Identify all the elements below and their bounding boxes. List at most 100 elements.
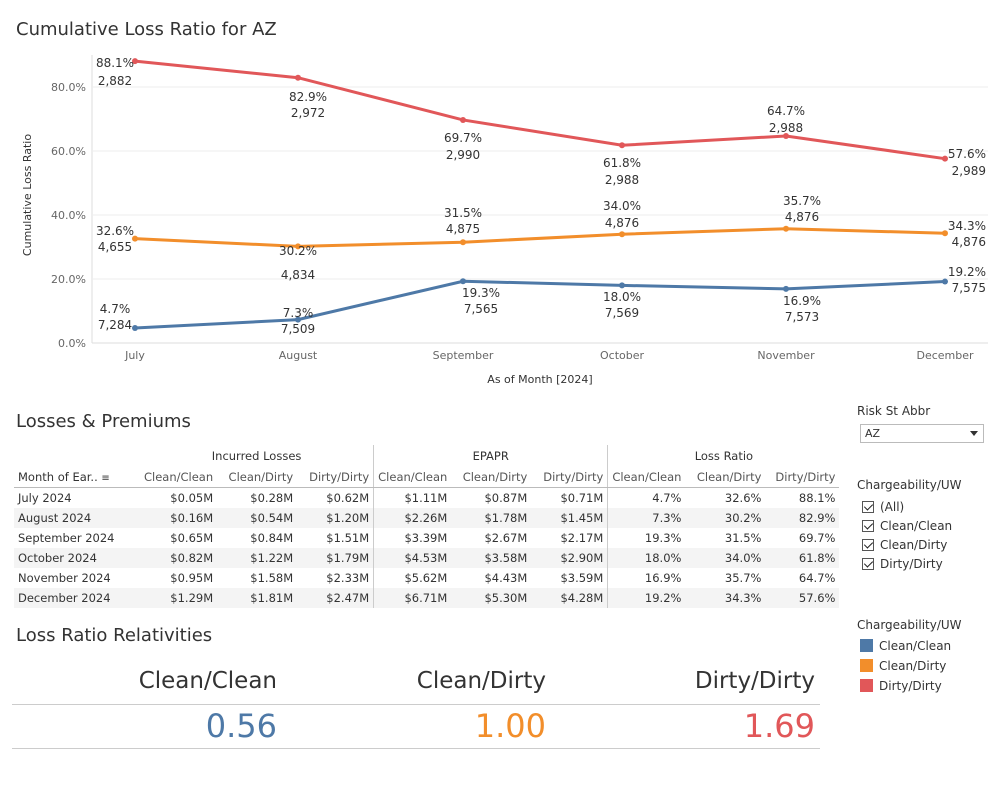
table-cell: $1.78M xyxy=(451,508,532,528)
table-cell: $0.87M xyxy=(484,491,528,505)
table-cell: $0.82M xyxy=(140,548,218,568)
table-cell: 7.3% xyxy=(607,508,686,528)
legend-item-dirty-dirty[interactable]: Dirty/Dirty xyxy=(860,678,942,694)
row-month: October 2024 xyxy=(14,548,140,568)
data-label-percent: 31.5% xyxy=(444,206,482,220)
filter-option-clean-dirty[interactable]: Clean/Dirty xyxy=(862,537,947,553)
table-cell: $1.11M xyxy=(373,487,452,508)
data-label-count: 7,509 xyxy=(281,322,315,336)
data-label-count: 4,655 xyxy=(98,240,132,254)
sub-header: Clean/Dirty xyxy=(685,467,766,488)
data-point xyxy=(942,230,948,237)
table-cell: 16.9% xyxy=(607,568,686,588)
data-point xyxy=(619,231,625,238)
table-row: October 2024 $0.82M $1.22M $1.79M $4.53M $3.5… xyxy=(14,548,840,568)
legend-item-clean-clean[interactable]: Clean/Clean xyxy=(860,638,951,654)
data-point xyxy=(295,243,301,250)
table-cell: 18.0% xyxy=(607,548,686,568)
table-cell: 64.7% xyxy=(798,571,836,585)
sub-header: Dirty/Dirty xyxy=(531,467,608,488)
table-cell: $1.29M xyxy=(140,588,218,608)
series-line-clean-dirty xyxy=(134,227,946,248)
table-cell: $2.90M xyxy=(531,548,608,568)
table-cell: $1.45M xyxy=(531,508,608,528)
x-tick-label: September xyxy=(433,349,494,362)
data-label-percent: 88.1% xyxy=(96,56,134,70)
data-label-percent: 82.9% xyxy=(289,90,327,104)
data-label-count: 4,834 xyxy=(281,268,315,282)
table-cell: $0.71M xyxy=(560,491,604,505)
data-point xyxy=(460,278,466,285)
data-label-count: 7,573 xyxy=(785,310,819,324)
data-label-percent: 16.9% xyxy=(783,294,821,308)
relativity-value-clean-clean: 0.56 xyxy=(205,707,277,745)
table-cell: $3.39M xyxy=(373,528,452,548)
chart-title: Cumulative Loss Ratio for AZ xyxy=(16,19,277,40)
table-cell: $2.33M xyxy=(326,571,370,585)
table-cell: $0.62M xyxy=(326,491,370,505)
data-label-percent: 57.6% xyxy=(948,147,986,161)
row-month: December 2024 xyxy=(14,588,140,608)
table-cell: $1.22M xyxy=(217,548,298,568)
data-label-count: 4,876 xyxy=(952,235,986,249)
data-point xyxy=(295,316,301,323)
state-filter-dropdown[interactable]: AZ xyxy=(860,424,984,443)
table-cell: $4.53M xyxy=(373,548,452,568)
table-cell: $1.20M xyxy=(297,508,374,528)
x-tick-label: August xyxy=(279,349,318,362)
relativity-divider-bottom xyxy=(12,748,820,749)
table-corner xyxy=(14,445,140,467)
filter-option-all[interactable]: (All) xyxy=(862,499,904,515)
filter-option-dirty-dirty[interactable]: Dirty/Dirty xyxy=(862,556,943,572)
data-label-percent: 34.3% xyxy=(948,219,986,233)
relativities-title: Loss Ratio Relativities xyxy=(16,625,213,646)
sub-header: Dirty/Dirty xyxy=(297,467,374,488)
x-tick-label: December xyxy=(916,349,974,362)
sub-header: Dirty/Dirty xyxy=(765,467,840,488)
data-point xyxy=(132,324,138,331)
data-label-percent: 19.3% xyxy=(462,286,500,300)
group-header-incurred-losses: Incurred Losses xyxy=(211,449,302,463)
table-cell: 30.2% xyxy=(685,508,766,528)
table-cell: 32.6% xyxy=(724,491,762,505)
state-filter-label: Risk St Abbr xyxy=(857,404,931,418)
data-point xyxy=(942,155,948,162)
data-label-count: 2,972 xyxy=(291,106,325,120)
checkbox-checked-icon[interactable] xyxy=(862,500,874,513)
data-label-count: 2,989 xyxy=(952,164,986,178)
table-cell: $0.05M xyxy=(170,491,214,505)
table-row: July 2024 $0.05M $0.28M $0.62M $1.11M $0.87M $… xyxy=(14,487,839,508)
relativity-label-dirty-dirty: Dirty/Dirty xyxy=(694,668,815,694)
row-month: July 2024 xyxy=(18,491,72,505)
data-label-count: 2,990 xyxy=(446,148,480,162)
checkbox-checked-icon[interactable] xyxy=(862,519,874,532)
checkbox-checked-icon[interactable] xyxy=(862,557,874,570)
sort-icon[interactable]: ≡ xyxy=(101,473,110,484)
chevron-down-icon[interactable] xyxy=(970,431,978,436)
data-label-percent: 7.3% xyxy=(283,306,314,320)
table-cell: 82.9% xyxy=(765,508,840,528)
table-cell: 31.5% xyxy=(724,531,762,545)
filter-option-clean-clean[interactable]: Clean/Clean xyxy=(862,518,952,534)
data-point xyxy=(460,239,466,246)
table-group-header-row: Incurred Losses EPAPR Loss Ratio xyxy=(14,445,840,467)
table-cell: $3.58M xyxy=(451,548,532,568)
checkbox-checked-icon[interactable] xyxy=(862,538,874,551)
table-cell: $6.71M xyxy=(373,588,452,608)
table-cell: $4.28M xyxy=(531,588,608,608)
data-label-count: 2,882 xyxy=(98,74,132,88)
legend-item-clean-dirty[interactable]: Clean/Dirty xyxy=(860,658,946,674)
data-label-percent: 19.2% xyxy=(948,265,986,279)
data-point xyxy=(783,285,789,292)
y-tick-label: 20.0% xyxy=(51,273,86,286)
sub-header: Clean/Clean xyxy=(373,467,452,488)
data-label-percent: 34.0% xyxy=(603,199,641,213)
y-axis-title: Cumulative Loss Ratio xyxy=(21,134,34,256)
legend-swatch xyxy=(860,639,873,652)
month-column-header[interactable]: Month of Ear.. ≡ xyxy=(14,467,140,488)
table-cell: $2.67M xyxy=(484,531,528,545)
series-line-clean-clean xyxy=(134,279,946,330)
data-label-percent: 18.0% xyxy=(603,290,641,304)
data-label-count: 4,876 xyxy=(605,216,639,230)
legend-title: Chargeability/UW xyxy=(857,618,962,632)
